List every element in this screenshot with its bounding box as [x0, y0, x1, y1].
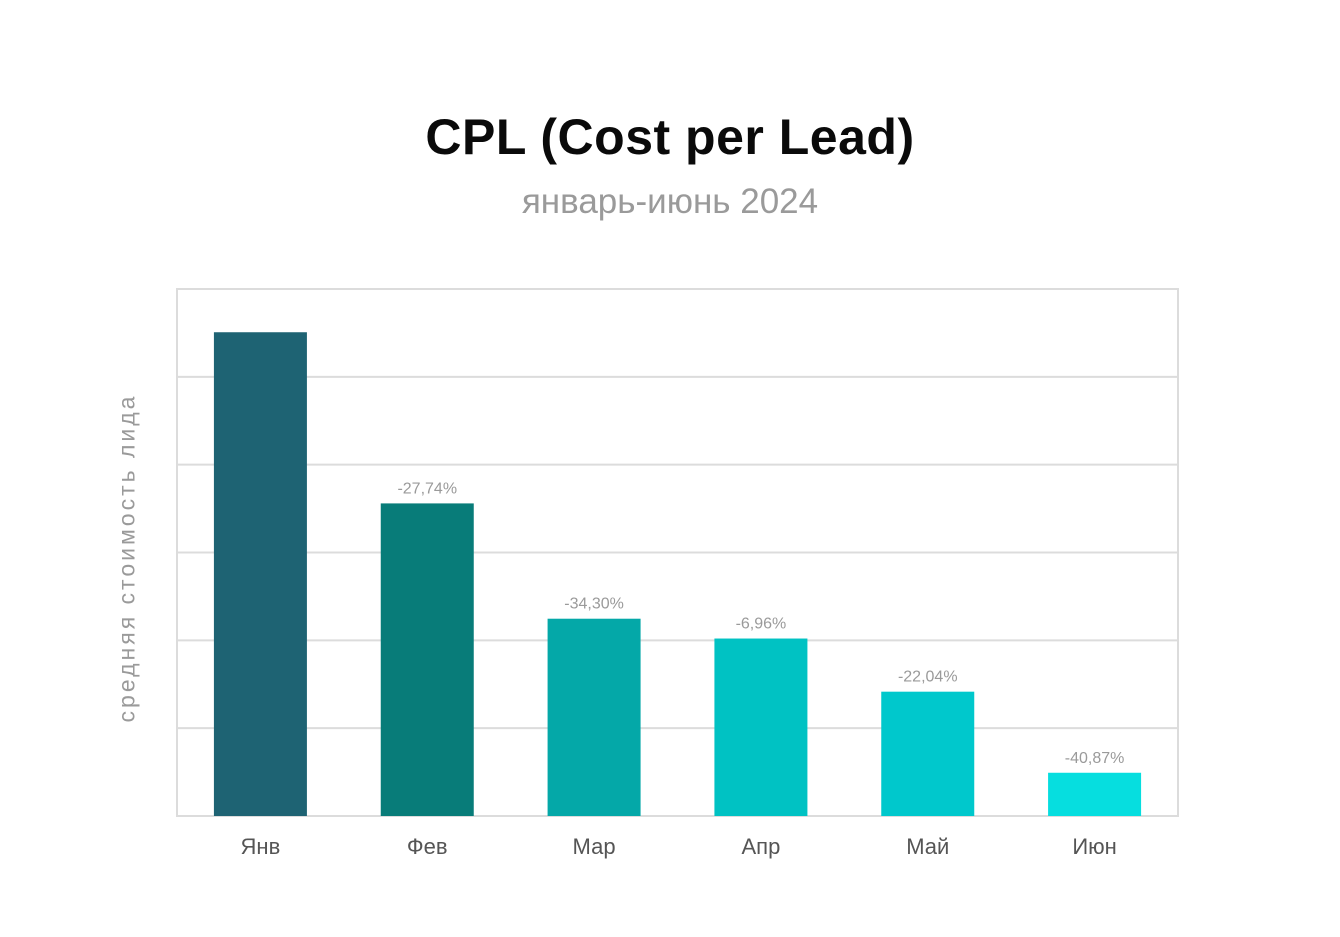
- bar-4: [714, 638, 808, 816]
- x-tick-label: Янв: [241, 834, 281, 859]
- bar-change-label: -34,30%: [564, 596, 624, 613]
- bar-6: [1048, 772, 1142, 816]
- bar-change-label: -27,74%: [397, 480, 457, 497]
- x-tick-label: Мар: [573, 834, 616, 859]
- chart-subtitle: январь-июнь 2024: [521, 182, 819, 221]
- bar-2: [380, 503, 474, 816]
- x-tick-label: Апр: [742, 834, 781, 859]
- bar-5: [881, 691, 975, 816]
- x-tick-label: Фев: [407, 834, 448, 859]
- bar-1: [213, 332, 307, 816]
- bar-3: [547, 618, 641, 816]
- bar-change-label: -22,04%: [898, 669, 958, 686]
- bar-change-label: -6,96%: [736, 616, 787, 633]
- chart-title: CPL (Cost per Lead): [425, 109, 915, 165]
- x-tick-label: Июн: [1072, 834, 1116, 859]
- bar-change-label: -40,87%: [1065, 750, 1125, 767]
- x-tick-label: Май: [906, 834, 949, 859]
